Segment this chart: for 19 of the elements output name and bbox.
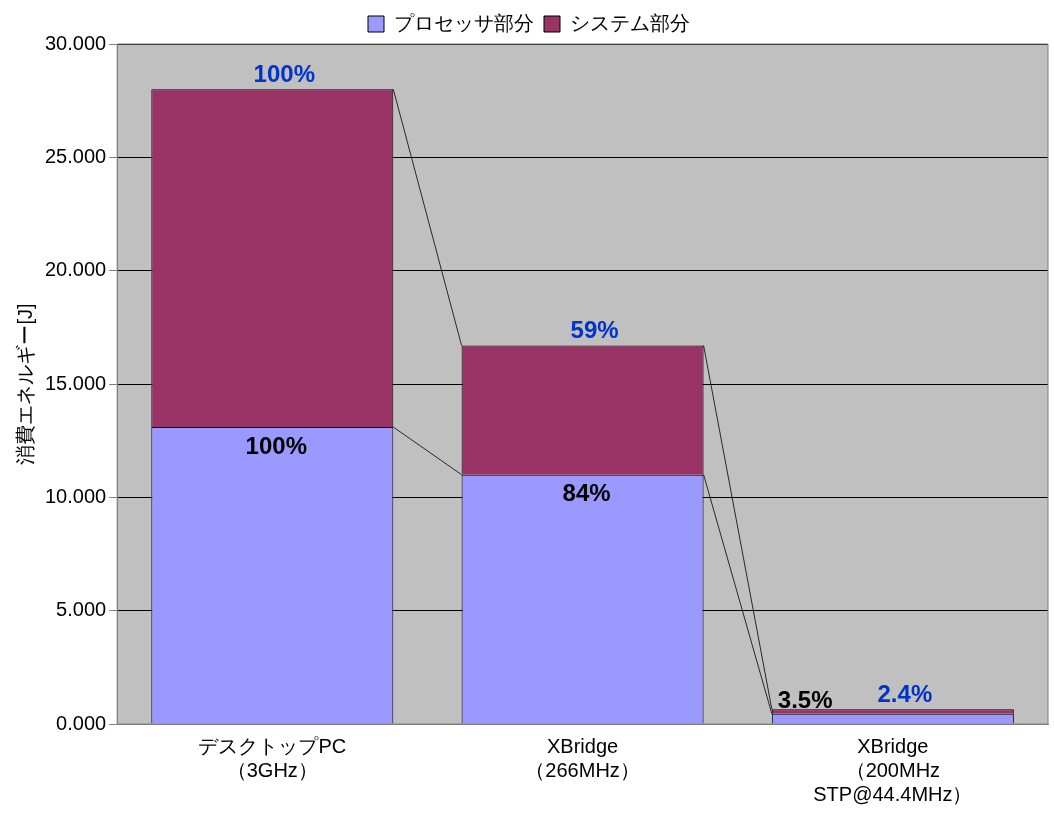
x-tick-label: XBridge （200MHz STP@44.4MHz） (813, 734, 973, 805)
annotation: 3.5% (777, 686, 833, 714)
annotation: 100% (253, 59, 316, 87)
annotation: 84% (562, 479, 611, 507)
legend-label: プロセッサ部分 (394, 11, 534, 34)
x-tick-label: XBridge （266MHz） (525, 734, 640, 781)
y-tick-label: 10.000 (45, 484, 107, 507)
legend-label: システム部分 (570, 11, 690, 34)
annotation: 2.4% (877, 679, 933, 707)
y-tick-label: 0.000 (56, 711, 107, 734)
x-tick-label: デスクトップPC （3GHz） (198, 734, 347, 781)
y-tick-label: 20.000 (45, 258, 107, 281)
y-tick-label: 30.000 (45, 31, 107, 54)
y-tick-label: 15.000 (45, 371, 107, 394)
y-axis-title: 消費エネルギー[J] (13, 303, 36, 465)
y-tick-label: 25.000 (45, 144, 107, 167)
annotation: 59% (570, 316, 619, 344)
y-tick-label: 5.000 (56, 598, 107, 621)
annotation: 100% (245, 431, 308, 459)
